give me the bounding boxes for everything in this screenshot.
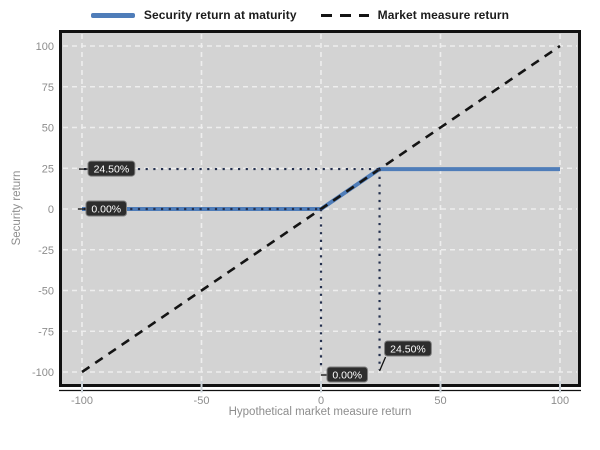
- x-tick-label: 50: [434, 395, 446, 407]
- annotation-label-text: 0.00%: [332, 370, 362, 382]
- annotation-label-box: [85, 200, 127, 217]
- y-tick-label: -100: [32, 367, 54, 379]
- y-tick-label: -25: [38, 245, 54, 257]
- annotation-leader-line: [378, 356, 387, 372]
- legend-label-security: Security return at maturity: [143, 8, 297, 22]
- legend: Security return at maturity Market measu…: [0, 8, 600, 22]
- dashed-line-swatch-icon: [320, 13, 369, 17]
- x-tick-label: -50: [194, 395, 210, 407]
- x-tick-label: -100: [71, 395, 93, 407]
- y-tick-label: 75: [42, 82, 54, 94]
- annotation-label-box: [384, 340, 432, 357]
- annotation-label-box: [87, 160, 136, 177]
- x-axis-title: Hypothetical market measure return: [228, 406, 412, 418]
- legend-label-market: Market measure return: [377, 8, 510, 22]
- y-tick-label: 25: [42, 163, 54, 175]
- y-tick-label: 100: [36, 41, 54, 53]
- annotation-label-text: 0.00%: [91, 204, 121, 216]
- y-tick-label: 0: [48, 204, 54, 216]
- annotation-label-box: [326, 366, 368, 383]
- legend-item-market-return[interactable]: Market measure return: [320, 8, 510, 22]
- x-tick-label: 0: [318, 395, 324, 407]
- annotation-label-text: 24.50%: [94, 164, 130, 176]
- legend-item-security-return[interactable]: Security return at maturity: [90, 8, 297, 22]
- solid-line-swatch-icon: [90, 12, 135, 18]
- y-tick-label: -50: [38, 286, 54, 298]
- x-tick-label: 100: [551, 395, 569, 407]
- y-tick-label: -75: [38, 326, 54, 338]
- annotation-label-text: 24.50%: [390, 344, 426, 356]
- y-tick-label: 50: [42, 123, 54, 135]
